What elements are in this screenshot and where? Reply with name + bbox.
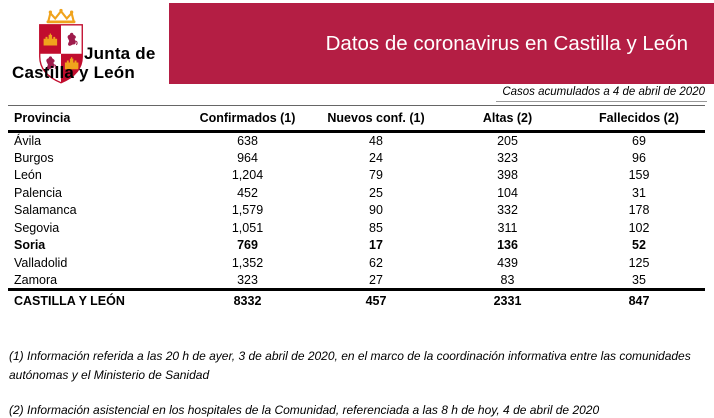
column-header-fallecidos: Fallecidos (2): [573, 105, 705, 133]
value-cell: 27: [369, 272, 383, 287]
value-cell: 323: [237, 272, 258, 287]
value-cell: 311: [497, 220, 518, 235]
total-label-cell: CASTILLA Y LEÓN: [8, 287, 185, 311]
value-cell: 178: [628, 203, 650, 218]
value-cell: 79: [369, 168, 383, 183]
value-cell: 398: [497, 168, 518, 183]
province-cell: Zamora: [14, 272, 58, 287]
province-cell: Palencia: [14, 185, 62, 200]
covid-data-table: Provincia Confirmados (1) Nuevos conf. (…: [8, 105, 705, 311]
total-value-cell: 2331: [442, 287, 573, 311]
value-cell: 332: [497, 203, 518, 218]
footnote-1: (1) Información referida a las 20 h de a…: [9, 349, 691, 382]
castle-icon: [43, 33, 58, 46]
table-row-soria-highlight: Soria 769 17 136 52: [8, 237, 705, 255]
total-value-cell: 847: [573, 287, 705, 311]
page-title: Datos de coronavirus en Castilla y León: [325, 31, 688, 55]
province-cell: Soria: [14, 238, 46, 253]
value-cell: 769: [237, 238, 258, 253]
value-cell: 104: [497, 185, 518, 200]
report-caption: Casos acumulados a 4 de abril de 2020: [496, 86, 707, 102]
table-row: Ávila 638 48 205 69: [8, 132, 705, 150]
lion-icon: [67, 32, 78, 46]
value-cell: 24: [369, 150, 383, 165]
junta-castilla-leon-logo: Junta de Castilla y León: [12, 6, 182, 90]
value-cell: 1,051: [231, 220, 264, 235]
table-header: Provincia Confirmados (1) Nuevos conf. (…: [8, 105, 705, 133]
table-row: Segovia 1,051 85 311 102: [8, 219, 705, 237]
value-cell: 452: [237, 185, 258, 200]
value-cell: 90: [369, 203, 383, 218]
value-cell: 638: [237, 134, 258, 148]
footnote-2: (2) Información asistencial en los hospi…: [9, 403, 600, 417]
castle-icon: [64, 57, 79, 70]
table-total-row: CASTILLA Y LEÓN 8332 457 2331 847: [8, 287, 705, 311]
crown-icon: [46, 8, 76, 24]
table-row: Salamanca 1,579 90 332 178: [8, 202, 705, 220]
value-cell: 69: [632, 134, 646, 148]
value-cell: 25: [369, 185, 383, 200]
lion-icon: [46, 56, 57, 70]
value-cell: 31: [632, 185, 646, 200]
value-cell: 125: [628, 255, 650, 270]
value-cell: 1,204: [231, 168, 264, 183]
value-cell: 62: [369, 255, 383, 270]
value-cell: 323: [497, 150, 518, 165]
province-cell: Burgos: [14, 150, 54, 165]
logo-text-line1: Junta de: [84, 44, 156, 63]
table-row: León 1,204 79 398 159: [8, 167, 705, 185]
total-value-cell: 8332: [185, 287, 310, 311]
province-cell: Segovia: [14, 220, 60, 235]
value-cell: 1,579: [231, 203, 264, 218]
value-cell: 439: [497, 255, 518, 270]
column-header-altas: Altas (2): [442, 105, 573, 133]
value-cell: 85: [369, 220, 383, 235]
logo-text-line2: Castilla y León: [12, 63, 135, 82]
title-banner: Datos de coronavirus en Castilla y León: [169, 3, 714, 84]
value-cell: 17: [369, 238, 383, 253]
value-cell: 1,352: [231, 255, 264, 270]
table-row: Burgos 964 24 323 96: [8, 149, 705, 167]
value-cell: 52: [632, 238, 646, 253]
province-cell: Salamanca: [14, 203, 77, 218]
province-cell: Ávila: [14, 134, 42, 148]
value-cell: 102: [628, 220, 650, 235]
value-cell: 159: [628, 168, 650, 183]
table-row: Valladolid 1,352 62 439 125: [8, 254, 705, 272]
value-cell: 35: [632, 272, 646, 287]
province-cell: Valladolid: [14, 255, 68, 270]
footnotes: (1) Información referida a las 20 h de a…: [9, 347, 709, 418]
value-cell: 96: [632, 150, 646, 165]
column-header-nuevos: Nuevos conf. (1): [310, 105, 442, 133]
province-cell: León: [14, 168, 42, 183]
value-cell: 964: [237, 150, 258, 165]
column-header-provincia: Provincia: [8, 105, 185, 133]
table-row: Palencia 452 25 104 31: [8, 184, 705, 202]
table-row: Zamora 323 27 83 35: [8, 272, 705, 290]
value-cell: 136: [497, 238, 518, 253]
total-value-cell: 457: [310, 287, 442, 311]
coat-of-arms-icon: [39, 8, 83, 84]
value-cell: 205: [497, 134, 518, 148]
value-cell: 83: [500, 272, 515, 287]
value-cell: 48: [369, 134, 383, 148]
column-header-confirmados: Confirmados (1): [185, 105, 310, 133]
